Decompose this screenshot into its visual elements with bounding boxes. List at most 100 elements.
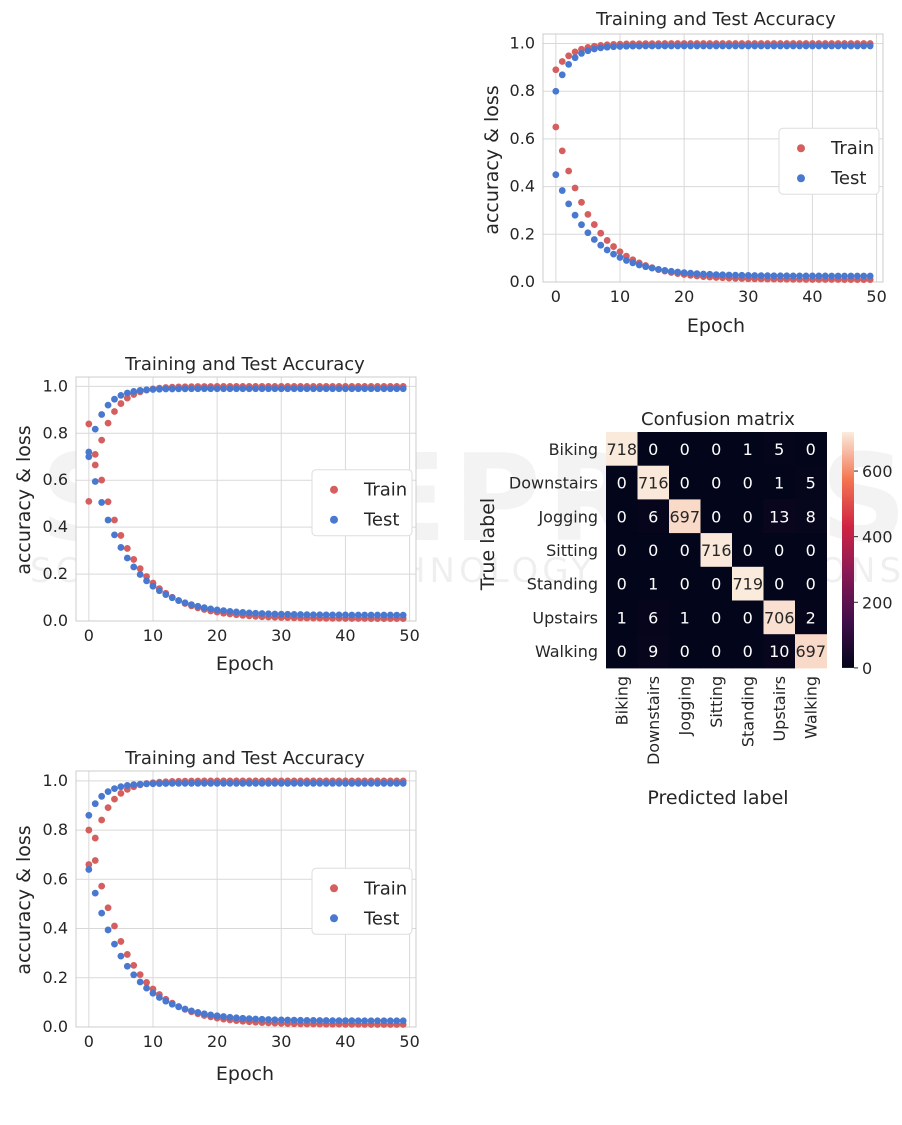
point-test-accuracy (200, 779, 208, 787)
point-test-accuracy (603, 43, 611, 51)
x-axis-label: Epoch (687, 315, 745, 337)
point-train-loss (603, 237, 611, 244)
chart-title: Confusion matrix (641, 409, 795, 430)
heatmap-cell (637, 465, 670, 500)
point-test-loss (175, 597, 183, 604)
point-test-accuracy (374, 779, 381, 787)
point-test-loss (271, 610, 279, 618)
cell-value: 0 (617, 507, 627, 526)
point-test-loss (277, 610, 285, 618)
point-test-accuracy (667, 42, 675, 50)
point-test-accuracy (188, 779, 195, 787)
point-test-accuracy (699, 42, 707, 50)
point-test-accuracy (168, 779, 176, 787)
point-train-loss (85, 420, 93, 428)
point-test-accuracy (258, 385, 266, 393)
heatmap-cell (763, 566, 796, 601)
heatmap-cell (669, 634, 701, 669)
point-test-accuracy (258, 779, 266, 787)
y-tick-label: 0.2 (43, 564, 68, 583)
point-test-accuracy (117, 783, 125, 791)
point-train-loss (571, 184, 579, 192)
point-test-accuracy (335, 779, 343, 787)
y-tick-label: 0.6 (510, 129, 535, 148)
point-train-loss (123, 951, 131, 958)
point-train-loss (85, 826, 93, 834)
point-test-loss (98, 909, 106, 917)
point-test-loss (245, 609, 253, 617)
point-test-accuracy (642, 42, 650, 50)
point-test-loss (213, 1012, 221, 1020)
point-test-accuracy (303, 385, 311, 393)
heatmap-cell (763, 499, 796, 534)
point-test-accuracy (104, 788, 112, 796)
cell-value: 0 (711, 507, 721, 526)
point-test-accuracy (149, 780, 157, 788)
point-train-loss (584, 210, 592, 218)
point-train-accuracy (571, 48, 579, 56)
point-test-loss (348, 611, 356, 619)
point-test-loss (104, 926, 112, 934)
point-train-loss (111, 922, 118, 930)
point-test-loss (297, 1016, 304, 1024)
heatmap-cell (669, 566, 701, 601)
heatmap-cell (795, 634, 827, 669)
point-test-accuracy (552, 87, 560, 95)
plot-frame (75, 770, 417, 1028)
point-test-loss (194, 1009, 202, 1016)
point-train-accuracy (565, 52, 573, 60)
point-test-loss (712, 271, 720, 278)
point-test-loss (143, 577, 150, 585)
point-train-accuracy (104, 804, 112, 812)
point-test-loss (207, 605, 215, 613)
accuracy-chart-middle-left: Training and Test Accuracy 0 10 20 30 40 50 0.… (13, 354, 420, 675)
cell-value: 1 (648, 575, 658, 594)
point-test-loss (188, 1007, 195, 1015)
point-test-loss (284, 1016, 292, 1024)
point-test-loss (661, 267, 669, 274)
x-tick-label: 20 (674, 287, 694, 306)
x-tick-label: 0 (84, 1032, 94, 1051)
point-test-accuracy (143, 780, 150, 788)
y-tick-label: 0.4 (43, 517, 68, 536)
point-test-accuracy (374, 385, 381, 393)
heatmap-cell (637, 533, 670, 568)
x-tick-label: 50 (399, 626, 419, 645)
point-test-accuracy (98, 411, 106, 418)
cell-value: 0 (774, 541, 784, 560)
point-train-accuracy (98, 816, 106, 824)
heatmap-cell (763, 634, 796, 669)
point-test-loss (284, 610, 292, 618)
heatmap-cell (606, 634, 638, 669)
point-test-loss (123, 962, 131, 970)
point-test-accuracy (130, 781, 138, 789)
cell-value: 6 (648, 507, 658, 526)
point-test-accuracy (98, 792, 106, 800)
cell-value: 0 (680, 642, 690, 661)
point-test-accuracy (123, 782, 131, 789)
column-label: Upstairs (770, 676, 789, 742)
point-train-accuracy (85, 497, 93, 505)
point-test-loss (335, 1017, 343, 1025)
heatmap-cell (732, 499, 764, 534)
point-test-loss (303, 611, 311, 619)
cell-value: 0 (680, 575, 690, 594)
cell-value: 1 (680, 608, 690, 627)
row-label: Standing (527, 575, 598, 594)
point-test-loss (809, 272, 816, 280)
colorbar-tick-label: 600 (862, 462, 893, 481)
point-test-loss (828, 272, 836, 280)
point-test-accuracy (565, 60, 573, 68)
point-test-loss (584, 229, 592, 237)
chart-title: Training and Test Accuracy (124, 354, 365, 375)
point-test-loss (265, 1016, 272, 1023)
cell-value: 0 (617, 642, 627, 661)
point-test-loss (393, 1017, 401, 1025)
point-test-accuracy (239, 385, 247, 393)
cell-value: 697 (795, 642, 826, 661)
legend-marker-test (330, 515, 338, 524)
point-test-accuracy (104, 401, 112, 409)
point-test-accuracy (386, 779, 394, 787)
plot-area: 0 10 20 30 40 50 0.0 0.2 0.4 0.6 0.8 1.0 Train Test (43, 376, 420, 645)
cell-value: 719 (732, 575, 763, 594)
